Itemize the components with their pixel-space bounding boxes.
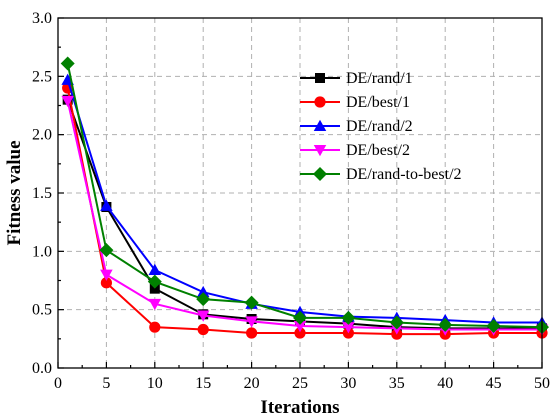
legend-entry-3: DE/best/2	[300, 142, 410, 159]
data-point	[148, 298, 162, 311]
data-point	[100, 277, 112, 289]
x-tick-label: 45	[486, 375, 502, 392]
legend-entry-1: DE/best/1	[300, 94, 410, 111]
x-tick-label: 15	[195, 375, 211, 392]
tick-labels: 0 5 10 15 20 25 30 35 40 45 50 0.0 0.5 1.0 1.5 2.0 2.5 3.…	[32, 10, 550, 392]
series-3	[61, 95, 549, 336]
legend-entry-2: DE/rand/2	[300, 118, 413, 135]
series-0	[62, 94, 547, 334]
series-1	[62, 82, 548, 340]
x-tick-label: 10	[147, 375, 163, 392]
data-point	[294, 327, 306, 339]
legend-label: DE/best/1	[346, 94, 410, 111]
data-point	[61, 95, 74, 108]
data-point	[197, 323, 209, 336]
x-tick-label: 20	[244, 375, 260, 392]
y-tick-label: 3.0	[32, 10, 52, 27]
x-tick-label: 35	[389, 375, 405, 392]
legend-marker	[313, 145, 327, 157]
y-axis-title: Fitness value	[4, 140, 25, 245]
y-tick-label: 1.0	[32, 243, 52, 260]
y-tick-label: 2.5	[32, 68, 52, 85]
legend-label: DE/rand-to-best/2	[346, 166, 462, 183]
grid-lines	[58, 18, 542, 368]
data-point	[148, 263, 162, 275]
legend-marker	[313, 119, 327, 131]
x-axis-title: Iterations	[260, 397, 339, 418]
data-point	[293, 310, 307, 325]
data-point	[60, 56, 75, 71]
x-tick-label: 50	[534, 375, 550, 392]
series-4	[60, 56, 549, 335]
y-tick-label: 2.0	[32, 127, 52, 144]
data-point	[486, 319, 501, 333]
series-line-2	[66, 79, 542, 324]
y-tick-label: 0.0	[32, 360, 52, 377]
legend-label: DE/rand/1	[346, 70, 413, 87]
x-tick-label: 5	[102, 375, 110, 392]
data-point	[196, 285, 210, 298]
y-tick-label: 0.5	[32, 302, 52, 319]
legend-marker	[314, 96, 326, 108]
data-point	[245, 316, 258, 328]
legend-label: DE/best/2	[346, 142, 410, 159]
data-point	[100, 269, 113, 281]
legend-marker	[315, 73, 325, 83]
data-point	[196, 292, 211, 307]
data-point	[147, 274, 162, 289]
data-point	[99, 243, 114, 258]
series-line-4	[66, 63, 543, 329]
data-point	[438, 317, 453, 332]
data-point	[342, 322, 355, 334]
legend: DE/rand/1 DE/best/1 DE/rand/2 DE/best/2 DE/r…	[300, 70, 462, 183]
data-point	[149, 321, 161, 333]
data-point	[244, 295, 259, 310]
data-point	[196, 310, 210, 322]
legend-entry-0: DE/rand/1	[300, 70, 413, 87]
data-point	[293, 321, 307, 333]
axis-ticks	[57, 17, 543, 369]
x-tick-label: 40	[437, 375, 453, 392]
legend-marker	[313, 167, 327, 181]
x-tick-label: 30	[340, 375, 356, 392]
data-point	[100, 199, 113, 211]
x-tick-label: 25	[292, 375, 308, 392]
legend-label: DE/rand/2	[346, 118, 413, 135]
x-tick-label: 0	[54, 375, 62, 392]
series-2	[61, 73, 549, 328]
data-point	[341, 310, 356, 325]
series-line-1	[66, 87, 542, 336]
data-point	[389, 315, 404, 330]
series-layer	[60, 56, 549, 340]
data-point	[246, 327, 258, 339]
legend-entry-4: DE/rand-to-best/2	[300, 166, 462, 183]
y-tick-label: 1.5	[32, 185, 52, 202]
